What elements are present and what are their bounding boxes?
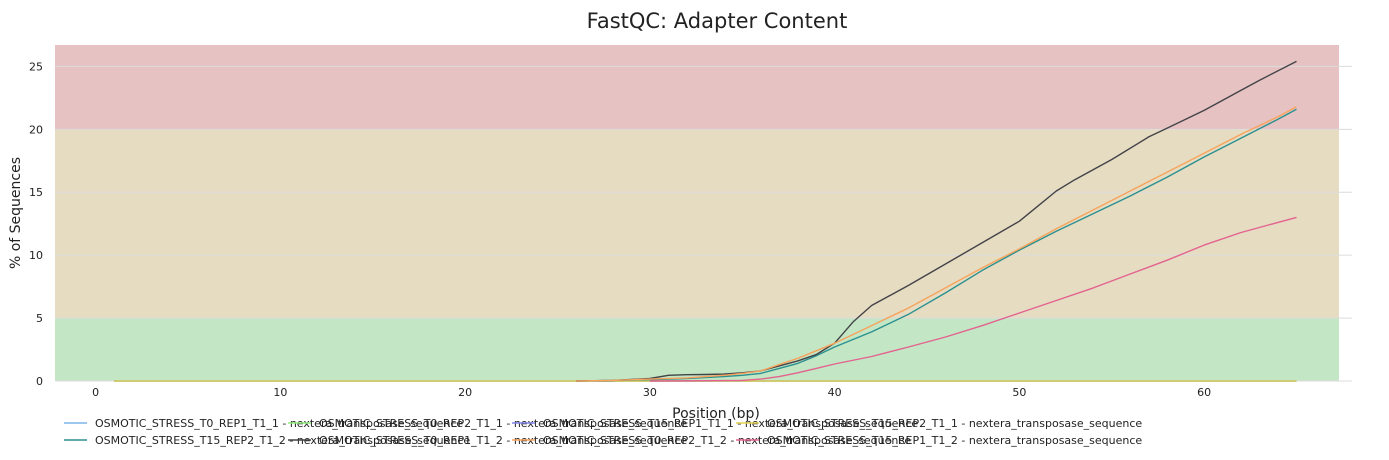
series-line-4	[575, 108, 1297, 382]
y-axis-label: % of Sequences	[8, 157, 24, 269]
x-tick-label-0: 0	[92, 386, 99, 399]
y-tick-label-3: 15	[29, 186, 43, 199]
x-tick-label-1: 10	[273, 386, 287, 399]
series-line-5	[575, 60, 1297, 382]
legend-label-6[interactable]: OSMOTIC_STRESS_T0_REP2_T1_2 - nextera_tr…	[543, 434, 911, 447]
legend-label-0[interactable]: OSMOTIC_STRESS_T0_REP1_T1_1 - nextera_tr…	[95, 417, 463, 430]
y-tick-label-4: 20	[29, 123, 43, 136]
x-axis-ticks: 0 10 20 30 40 50 60	[92, 386, 1211, 399]
legend-label-3[interactable]: OSMOTIC_STRESS_T15_REP2_T1_1 - nextera_t…	[767, 417, 1142, 430]
x-tick-label-2: 20	[458, 386, 472, 399]
quality-bands	[55, 45, 1339, 381]
y-tick-label-1: 5	[36, 312, 43, 325]
legend-label-1[interactable]: OSMOTIC_STRESS_T0_REP2_T1_1 - nextera_tr…	[319, 417, 687, 430]
y-tick-label-5: 25	[29, 60, 43, 73]
y-tick-label-2: 10	[29, 249, 43, 262]
x-tick-label-4: 40	[828, 386, 842, 399]
band-1	[55, 129, 1339, 319]
x-tick-label-3: 30	[643, 386, 657, 399]
legend-label-4[interactable]: OSMOTIC_STRESS_T15_REP2_T1_2 - nextera_t…	[95, 434, 470, 447]
band-0	[55, 318, 1339, 381]
series-line-7	[649, 216, 1297, 382]
x-tick-label-5: 50	[1012, 386, 1026, 399]
legend: OSMOTIC_STRESS_T0_REP1_T1_1 - nextera_tr…	[64, 417, 1142, 447]
y-axis-ticks: 0 5 10 15 20 25	[29, 60, 43, 388]
series-line-6	[575, 106, 1297, 382]
series-lines	[114, 60, 1297, 382]
band-2	[55, 45, 1339, 130]
chart-title: FastQC: Adapter Content	[587, 9, 848, 33]
x-axis-label: Position (bp)	[672, 406, 760, 422]
legend-label-2[interactable]: OSMOTIC_STRESS_T15_REP1_T1_1 - nextera_t…	[543, 417, 918, 430]
y-tick-label-0: 0	[36, 375, 43, 388]
legend-label-5[interactable]: OSMOTIC_STRESS_T0_REP1_T1_2 - nextera_tr…	[319, 434, 687, 447]
x-tick-label-6: 60	[1197, 386, 1211, 399]
legend-label-7[interactable]: OSMOTIC_STRESS_T15_REP1_T1_2 - nextera_t…	[767, 434, 1142, 447]
